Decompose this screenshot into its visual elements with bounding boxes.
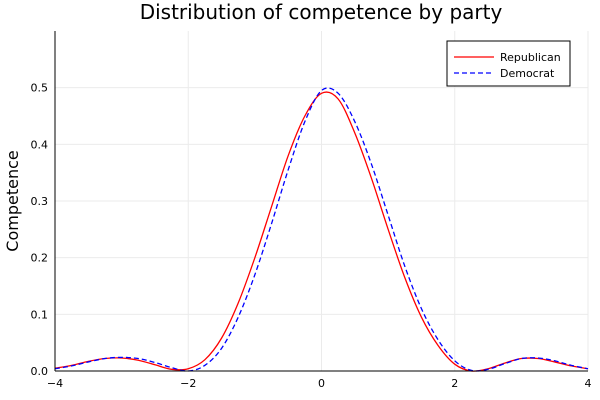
- series-line-democrat: [54, 87, 589, 372]
- tick-labels: −4 −2 0 2 4 0.0 0.1 0.2 0.3 0.4 0.5: [31, 82, 592, 390]
- legend-label-democrat: Democrat: [500, 67, 555, 80]
- y-tick-label: 0.3: [31, 195, 49, 208]
- y-tick-label: 0.1: [31, 308, 49, 321]
- x-tick-label: −2: [180, 377, 196, 390]
- x-tick-label: 2: [451, 377, 458, 390]
- legend-label-republican: Republican: [500, 51, 561, 64]
- y-axis-label: Competence: [3, 150, 22, 251]
- y-tick-label: 0.5: [31, 82, 49, 95]
- legend: Republican Democrat: [446, 40, 571, 87]
- x-tick-label: 4: [585, 377, 592, 390]
- x-tick-label: 0: [318, 377, 325, 390]
- y-tick-label: 0.4: [31, 138, 49, 151]
- y-tick-label: 0.2: [31, 252, 49, 265]
- series-lines: [54, 87, 589, 372]
- legend-box: [446, 40, 571, 87]
- chart-title: Distribution of competence by party: [140, 0, 503, 24]
- y-tick-label: 0.0: [31, 365, 49, 378]
- x-tick-label: −4: [47, 377, 63, 390]
